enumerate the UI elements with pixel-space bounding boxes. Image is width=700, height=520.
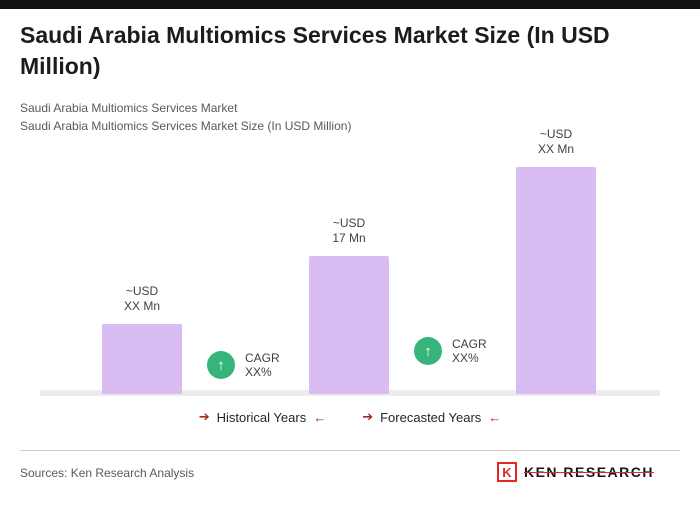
bar-value-line1: ~USD (332, 216, 366, 230)
logo-k-icon: K (496, 462, 517, 482)
left-arrow-icon: ← (313, 409, 327, 425)
bar-value-line2: XX Mn (537, 142, 574, 156)
cagr-label-line1: CAGR (245, 351, 280, 365)
bar-value-line2: 17 Mn (332, 231, 366, 245)
x-axis-period-groups: ➔ Historical Years ← ➔ Forecasted Years … (40, 409, 660, 425)
axis-group-label: Forecasted Years (380, 409, 482, 425)
growth-up-circle-icon: ↑ (414, 337, 442, 365)
bar-value-line1: ~USD (539, 127, 573, 141)
page-title: Saudi Arabia Multiomics Services Market … (20, 22, 610, 79)
bar (309, 256, 389, 394)
bar-value-label: ~USD XX Mn (538, 127, 574, 157)
bar-column-historical-end: ~USD 17 Mn (279, 216, 419, 394)
logo-k-letter: K (502, 464, 512, 480)
up-arrow-icon: ↑ (424, 342, 432, 360)
bar-column-historical-start: ~USD XX Mn (72, 284, 212, 394)
logo-wordmark: KEN RESEARCH (523, 464, 654, 480)
bar-value-label: ~USD 17 Mn (332, 216, 365, 246)
ken-research-logo: K KEN RESEARCH (496, 462, 654, 482)
bar-value-line1: ~USD (125, 284, 159, 298)
axis-group-label: Historical Years (216, 409, 307, 425)
top-accent-bar (0, 0, 700, 9)
cagr-label-line2: XX% (245, 365, 272, 379)
axis-group-forecasted: ➔ Forecasted Years ← (362, 409, 501, 425)
cagr-label-line2: XX% (452, 351, 479, 365)
footer-divider (20, 450, 680, 451)
cagr-label: CAGR XX% (245, 351, 280, 379)
chart-subtitle: Saudi Arabia Multiomics Services Market … (20, 99, 351, 135)
subtitle-line-2: Saudi Arabia Multiomics Services Market … (20, 119, 352, 133)
right-arrow-icon: ➔ (362, 409, 374, 424)
growth-up-circle-icon: ↑ (207, 351, 235, 379)
cagr-annotation-1: ↑ CAGR XX% (207, 351, 280, 379)
bar-chart: ~USD XX Mn ~USD 17 Mn ~USD XX Mn ↑ (40, 127, 660, 396)
bar-value-label: ~USD XX Mn (124, 284, 160, 314)
sources-text: Sources: Ken Research Analysis (20, 466, 195, 480)
bar-value-line2: XX Mn (123, 299, 160, 313)
right-arrow-icon: ➔ (198, 409, 210, 424)
axis-group-historical: ➔ Historical Years ← (199, 409, 327, 425)
cagr-label-line1: CAGR (452, 337, 487, 351)
bar-column-forecast-end: ~USD XX Mn (486, 127, 626, 394)
bar (102, 324, 182, 394)
subtitle-line-1: Saudi Arabia Multiomics Services Market (20, 101, 238, 115)
cagr-label: CAGR XX% (452, 337, 487, 365)
left-arrow-icon: ← (488, 409, 502, 425)
up-arrow-icon: ↑ (217, 356, 225, 374)
cagr-annotation-2: ↑ CAGR XX% (414, 337, 487, 365)
bar (516, 167, 596, 394)
